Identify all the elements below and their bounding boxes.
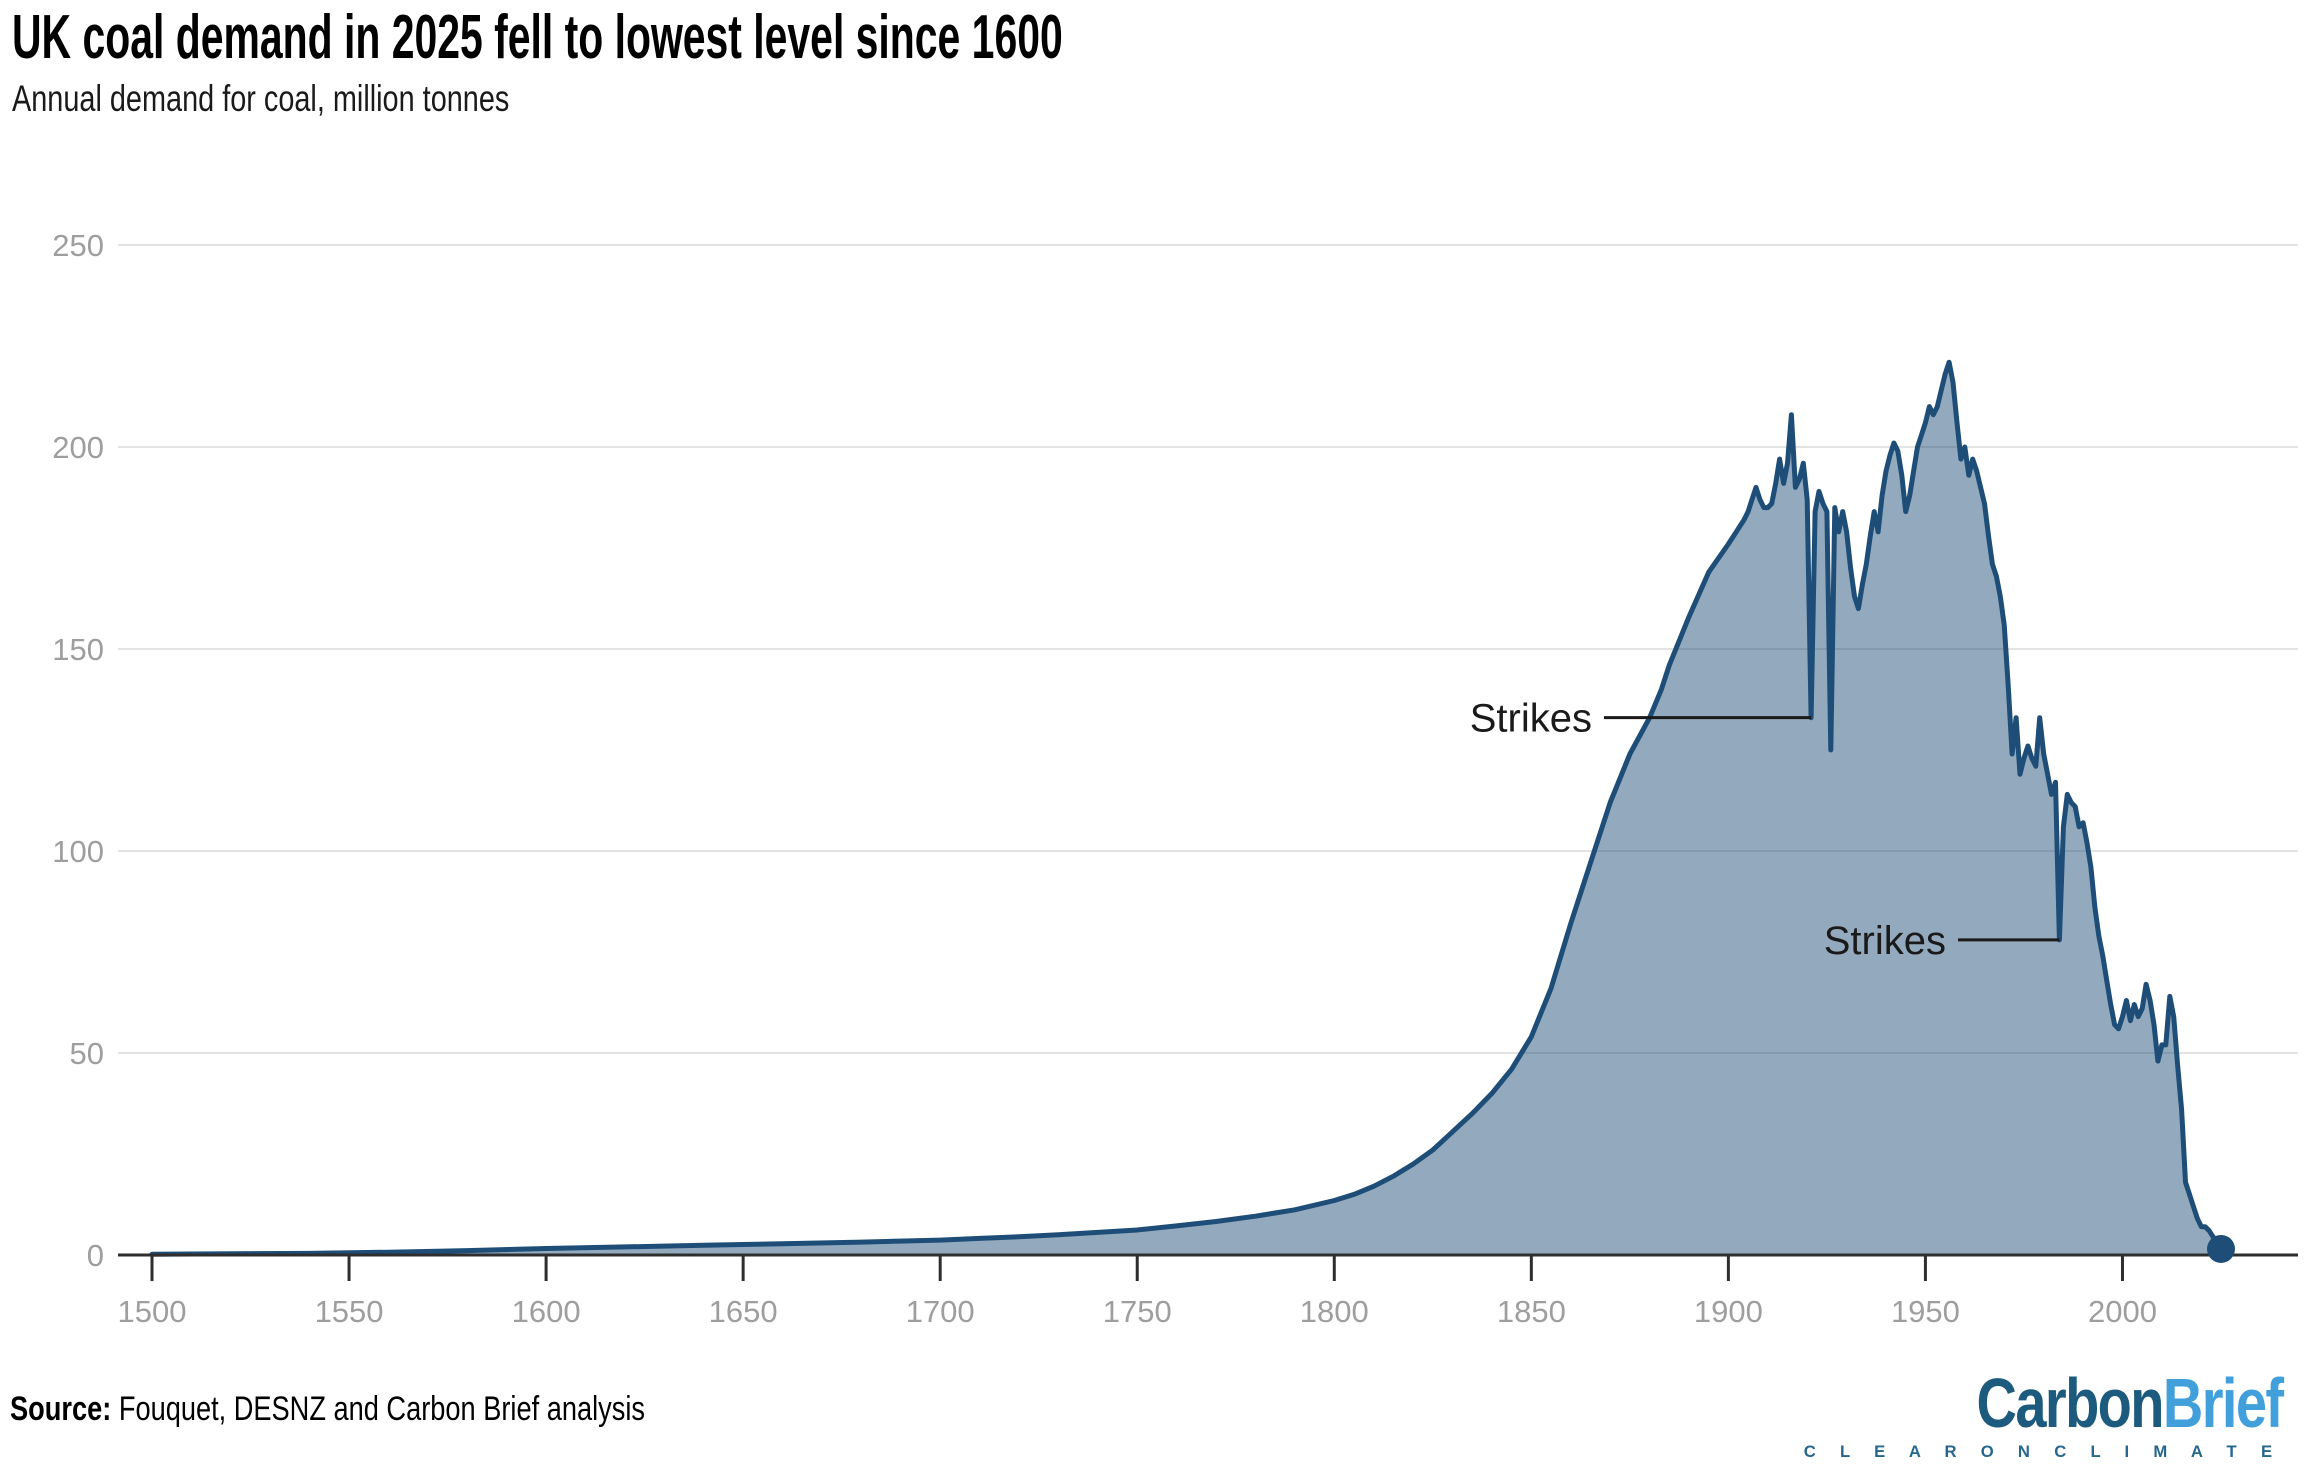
x-tick-label-1800: 1800 <box>1300 1294 1369 1329</box>
logo-tagline: C L E A R O N C L I M A T E <box>1803 1442 2282 1461</box>
end-point-marker-2025 <box>2207 1234 2235 1263</box>
source-label: Source: <box>10 1390 112 1428</box>
y-tick-label-250: 250 <box>52 228 104 263</box>
logo-brief: Brief <box>2162 1364 2283 1442</box>
source-note: Source: Fouquet, DESNZ and Carbon Brief … <box>10 1390 804 1429</box>
x-tick-label-1550: 1550 <box>315 1294 384 1329</box>
y-tick-label-100: 100 <box>52 834 104 869</box>
x-tick-label-1950: 1950 <box>1891 1294 1960 1329</box>
page-title: UK coal demand in 2025 fell to lowest le… <box>12 3 1063 72</box>
annotation-label-1984: Strikes <box>1824 919 1946 963</box>
source-text: Fouquet, DESNZ and Carbon Brief analysis <box>111 1390 645 1428</box>
x-tick-label-1500: 1500 <box>118 1294 187 1329</box>
y-tick-label-150: 150 <box>52 632 104 667</box>
logo-carbon: Carbon <box>1976 1364 2164 1442</box>
y-tick-label-0: 0 <box>87 1238 104 1273</box>
coal-demand-line <box>149 359 2224 1257</box>
carbonbrief-wordmark: CarbonBrief <box>1976 1368 2284 1438</box>
x-tick-label-1600: 1600 <box>512 1294 581 1329</box>
x-tick-label-1900: 1900 <box>1694 1294 1763 1329</box>
y-tick-label-200: 200 <box>52 430 104 465</box>
carbonbrief-logo: CarbonBrief C L E A R O N C L I M A T E <box>1794 1368 2284 1462</box>
chart-header: UK coal demand in 2025 fell to lowest le… <box>12 3 1604 120</box>
x-tick-label-1750: 1750 <box>1103 1294 1172 1329</box>
x-tick-label-1700: 1700 <box>906 1294 975 1329</box>
x-tick-label-1650: 1650 <box>709 1294 778 1329</box>
x-tick-label-2000: 2000 <box>2088 1294 2157 1329</box>
y-tick-label-50: 50 <box>70 1036 104 1071</box>
annotation-label-1921: Strikes <box>1470 697 1592 741</box>
x-tick-label-1850: 1850 <box>1497 1294 1566 1329</box>
chart-subtitle: Annual demand for coal, million tonnes <box>12 78 510 120</box>
